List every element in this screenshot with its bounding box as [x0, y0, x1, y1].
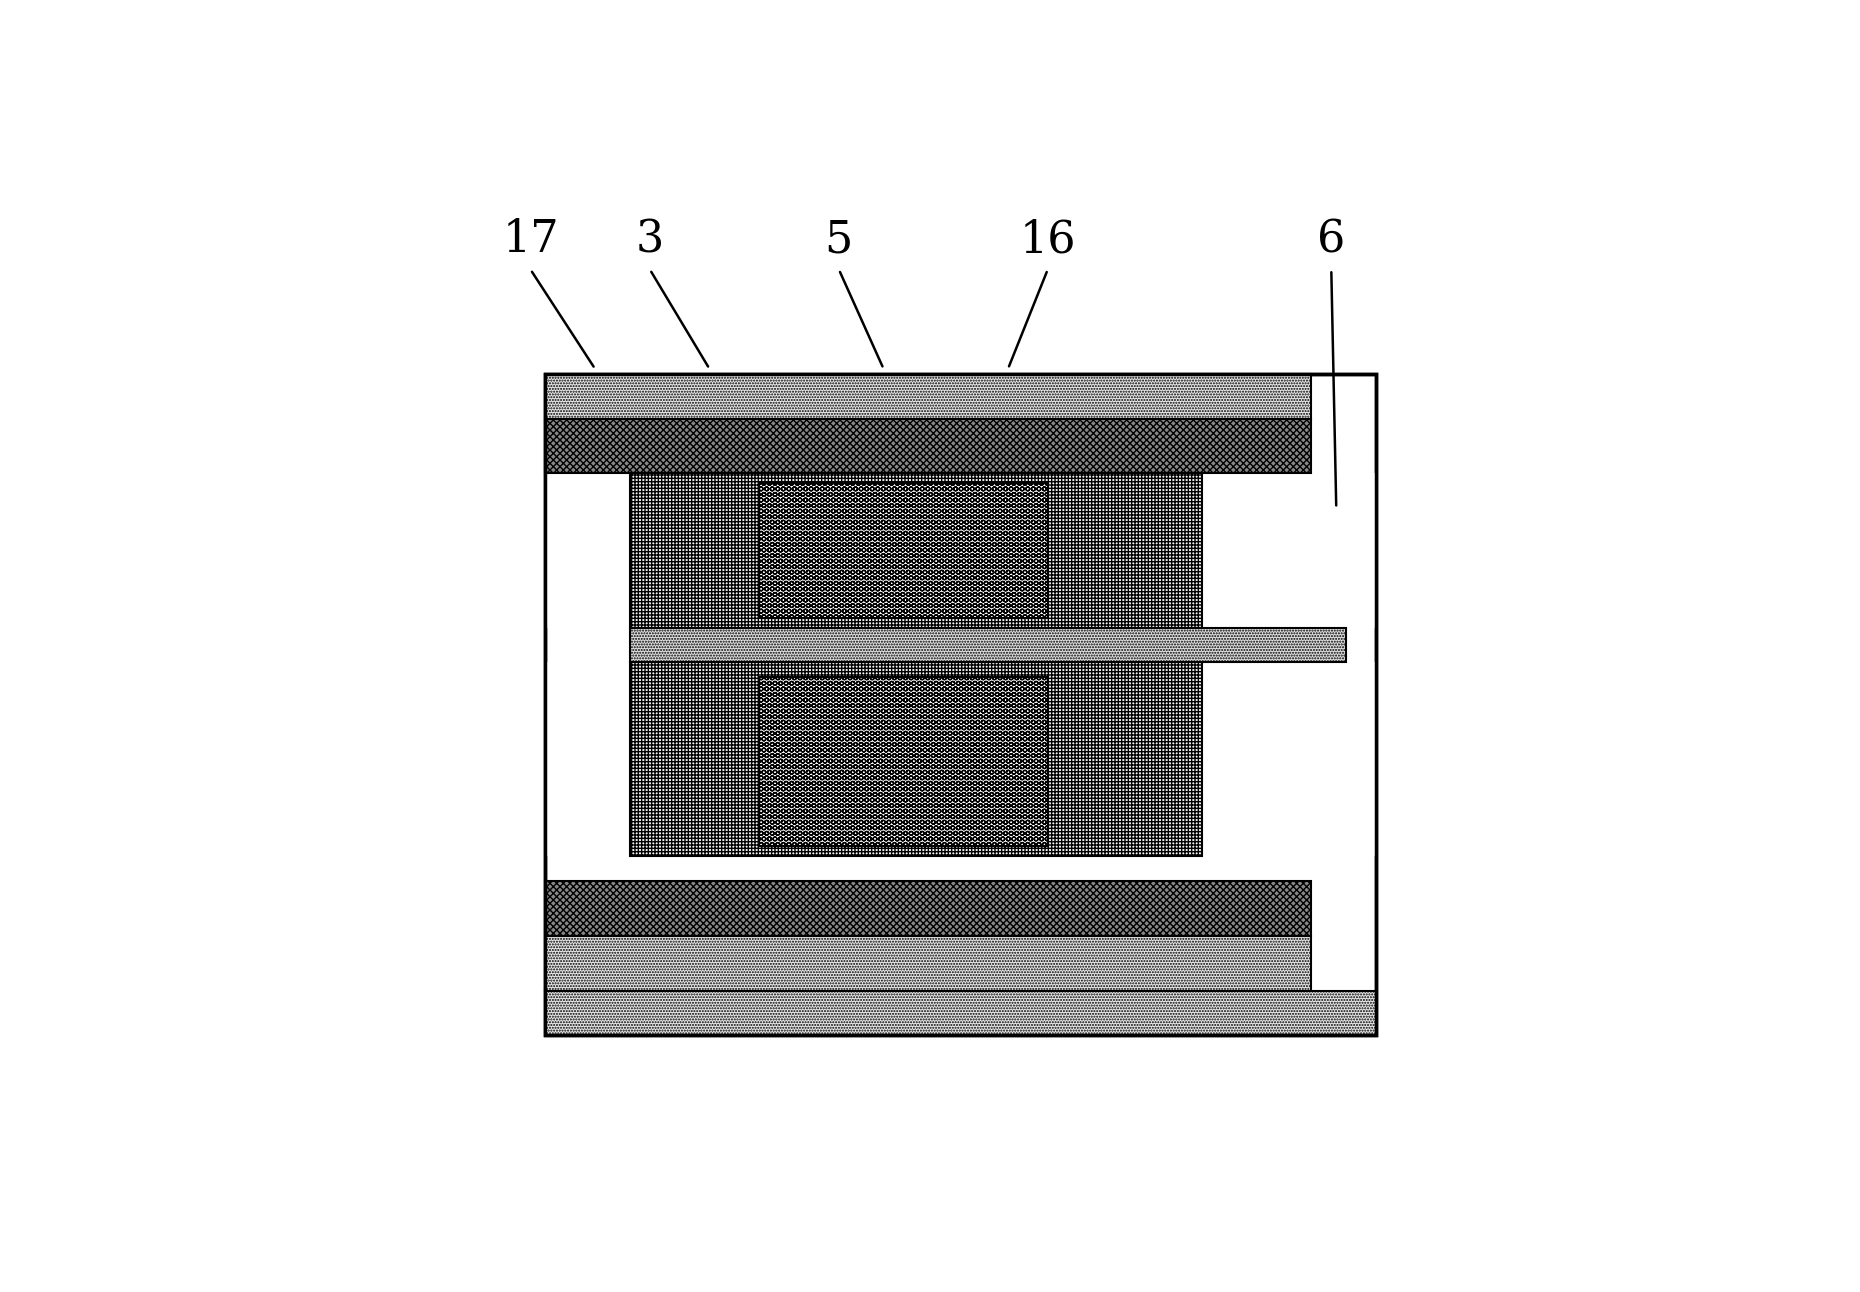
Bar [545, 473, 631, 628]
Bar [545, 373, 1311, 419]
Bar [759, 677, 1047, 846]
Bar [1202, 663, 1376, 857]
Bar [545, 991, 1376, 1035]
Text: 16: 16 [1019, 218, 1075, 261]
Text: 17: 17 [502, 218, 558, 261]
Bar [631, 473, 1202, 628]
Bar [1202, 473, 1376, 628]
Bar [545, 419, 1311, 473]
Bar [545, 663, 631, 857]
Text: 5: 5 [824, 218, 854, 261]
Text: 6: 6 [1317, 218, 1345, 261]
Bar [631, 628, 1347, 663]
Bar [545, 935, 1311, 991]
Bar [545, 881, 1311, 935]
Bar [545, 373, 1376, 1035]
Text: 3: 3 [636, 218, 664, 261]
Bar [545, 373, 1376, 1035]
Bar [759, 483, 1047, 618]
Bar [631, 663, 1202, 857]
